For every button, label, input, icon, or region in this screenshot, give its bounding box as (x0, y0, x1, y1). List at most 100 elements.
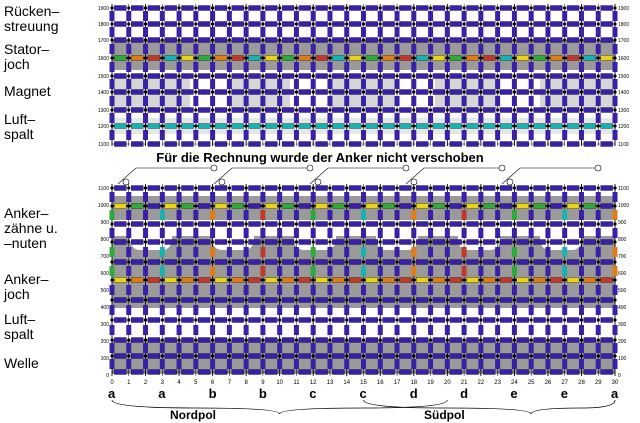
node (596, 38, 600, 42)
vertical-resistor (411, 62, 417, 72)
node (395, 108, 399, 112)
horizontal-resistor (499, 369, 513, 375)
horizontal-resistor (483, 5, 496, 11)
horizontal-resistor (281, 353, 295, 359)
vertical-resistor (461, 44, 467, 54)
node (529, 38, 533, 42)
node (345, 22, 349, 26)
node (445, 56, 449, 60)
node (311, 298, 315, 302)
node (177, 278, 181, 282)
vertical-resistor (159, 44, 165, 54)
node (110, 240, 114, 244)
node (579, 222, 584, 226)
vertical-resistor (578, 343, 584, 353)
vertical-resistor (444, 44, 450, 54)
horizontal-resistor (164, 123, 177, 129)
node (512, 298, 517, 302)
vertical-resistor (193, 359, 199, 369)
horizontal-resistor (449, 73, 462, 79)
node (395, 56, 399, 60)
vertical-resistor (411, 305, 417, 315)
vertical-resistor (176, 11, 182, 21)
vertical-resistor (193, 79, 199, 89)
node (512, 6, 517, 10)
horizontal-resistor (416, 353, 429, 359)
vertical-resistor (344, 192, 350, 202)
vertical-resistor (277, 228, 283, 238)
horizontal-resistor (130, 369, 144, 375)
horizontal-resistor (281, 5, 295, 11)
vertical-resistor (562, 228, 568, 238)
horizontal-resistor (130, 337, 144, 343)
x-tick-label: 21 (461, 380, 468, 386)
vertical-resistor (411, 266, 417, 276)
node (244, 260, 248, 264)
vertical-resistor (361, 79, 366, 89)
node (361, 6, 366, 10)
node (110, 260, 114, 264)
horizontal-resistor (281, 73, 295, 79)
vertical-resistor (495, 343, 501, 353)
horizontal-resistor (449, 107, 462, 113)
vertical-resistor (595, 11, 601, 21)
horizontal-resistor (416, 259, 429, 265)
node (378, 108, 382, 112)
vertical-resistor (562, 62, 568, 72)
vertical-resistor (344, 113, 350, 123)
horizontal-resistor (198, 185, 211, 191)
horizontal-resistor (114, 259, 127, 265)
horizontal-resistor (499, 185, 513, 191)
vertical-resistor (377, 96, 383, 106)
vertical-resistor (226, 96, 232, 106)
horizontal-resistor (181, 203, 194, 209)
vertical-resistor (428, 325, 434, 335)
vertical-resistor (394, 343, 400, 353)
node (428, 204, 433, 208)
horizontal-resistor (198, 239, 211, 245)
vertical-resistor (495, 11, 501, 21)
node (211, 338, 215, 342)
node (445, 318, 449, 322)
horizontal-resistor (332, 297, 345, 303)
vertical-resistor (176, 27, 182, 37)
vertical-resistor (327, 27, 333, 37)
node (328, 354, 332, 358)
node (143, 278, 148, 282)
horizontal-resistor (114, 297, 127, 303)
vertical-resistor (310, 228, 316, 238)
vertical-resistor (377, 247, 383, 257)
horizontal-resistor (332, 89, 345, 95)
vertical-resistor (226, 228, 232, 238)
node (412, 108, 416, 112)
node (278, 74, 282, 78)
vertical-resistor (478, 228, 484, 238)
vertical-resistor (595, 285, 601, 295)
horizontal-resistor (432, 239, 446, 245)
vertical-resistor (361, 130, 366, 140)
horizontal-resistor (516, 21, 529, 27)
horizontal-resistor (147, 259, 161, 265)
vertical-resistor (344, 11, 350, 21)
horizontal-resistor (499, 203, 513, 209)
horizontal-resistor (114, 277, 127, 283)
vertical-resistor (126, 343, 132, 353)
node (445, 354, 449, 358)
vertical-resistor (109, 343, 115, 353)
vertical-resistor (260, 285, 266, 295)
x-tick-label: 6 (211, 380, 215, 386)
vertical-resistor (277, 343, 283, 353)
phase-letter: a (158, 386, 166, 401)
vertical-resistor (495, 325, 501, 335)
horizontal-resistor (550, 369, 563, 375)
node (177, 354, 181, 358)
vertical-resistor (310, 210, 316, 220)
horizontal-resistor (432, 141, 446, 147)
horizontal-resistor (399, 203, 412, 209)
node (177, 124, 181, 128)
horizontal-resistor (298, 185, 311, 191)
horizontal-resistor (348, 73, 362, 79)
node (110, 38, 114, 42)
horizontal-resistor (231, 55, 244, 61)
node (278, 278, 282, 282)
